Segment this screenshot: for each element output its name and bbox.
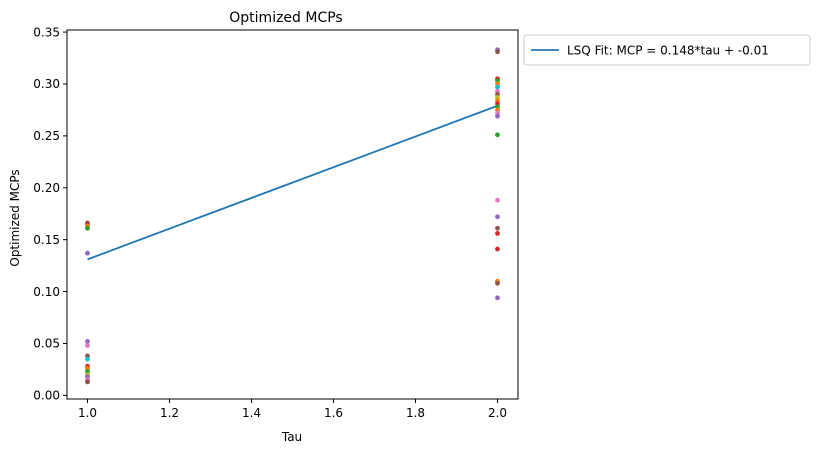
y-tick-label: 0.20 [33, 181, 60, 195]
x-axis-ticks: 1.0 1.2 1.4 1.6 1.8 2.0 [78, 399, 507, 420]
scatter-point [495, 49, 500, 55]
y-tick-label: 0.30 [33, 77, 60, 91]
scatter-point [85, 250, 90, 256]
x-tick-label: 1.0 [78, 406, 97, 420]
y-axis-ticks: 0.00 0.05 0.10 0.15 0.20 0.25 0.30 0.35 [33, 25, 67, 403]
scatter-point [495, 214, 500, 220]
fit-layer [87, 104, 498, 261]
chart-title: Optimized MCPs [229, 10, 342, 26]
y-tick-label: 0.35 [33, 25, 60, 39]
scatter-point [85, 343, 90, 348]
fit-line [87, 104, 498, 261]
axes-frame [66, 29, 519, 400]
scatter-point [495, 84, 500, 90]
scatter-point [495, 295, 500, 301]
x-axis-label: Tau [281, 430, 302, 444]
legend-frame [523, 34, 811, 66]
x-tick-label: 1.6 [324, 406, 343, 420]
scatter-point [85, 356, 90, 362]
x-tick-label: 2.0 [488, 406, 507, 420]
points-layer [85, 47, 500, 385]
x-tick-label: 1.8 [406, 406, 425, 420]
scatter-point [495, 197, 500, 203]
y-axis-label: Optimized MCPs [8, 169, 22, 266]
legend-label: LSQ Fit: MCP = 0.148*tau + -0.01 [567, 44, 769, 58]
y-tick-label: 0.00 [33, 389, 60, 403]
scatter-point [495, 132, 500, 138]
x-tick-label: 1.2 [160, 406, 179, 420]
scatter-point [85, 338, 90, 344]
x-tick-label: 1.4 [242, 406, 261, 420]
legend: LSQ Fit: MCP = 0.148*tau + -0.01 [523, 34, 811, 66]
scatter-point [495, 246, 500, 252]
scatter-point [495, 113, 500, 119]
plot-area [66, 29, 519, 400]
scatter-point [495, 280, 500, 286]
scatter-point [85, 379, 90, 385]
scatter-point [85, 225, 90, 231]
scatter-point [495, 231, 500, 236]
y-tick-label: 0.05 [33, 337, 60, 351]
scatter-point [495, 225, 500, 231]
y-tick-label: 0.10 [33, 285, 60, 299]
y-tick-label: 0.25 [33, 129, 60, 143]
y-tick-label: 0.15 [33, 233, 60, 247]
